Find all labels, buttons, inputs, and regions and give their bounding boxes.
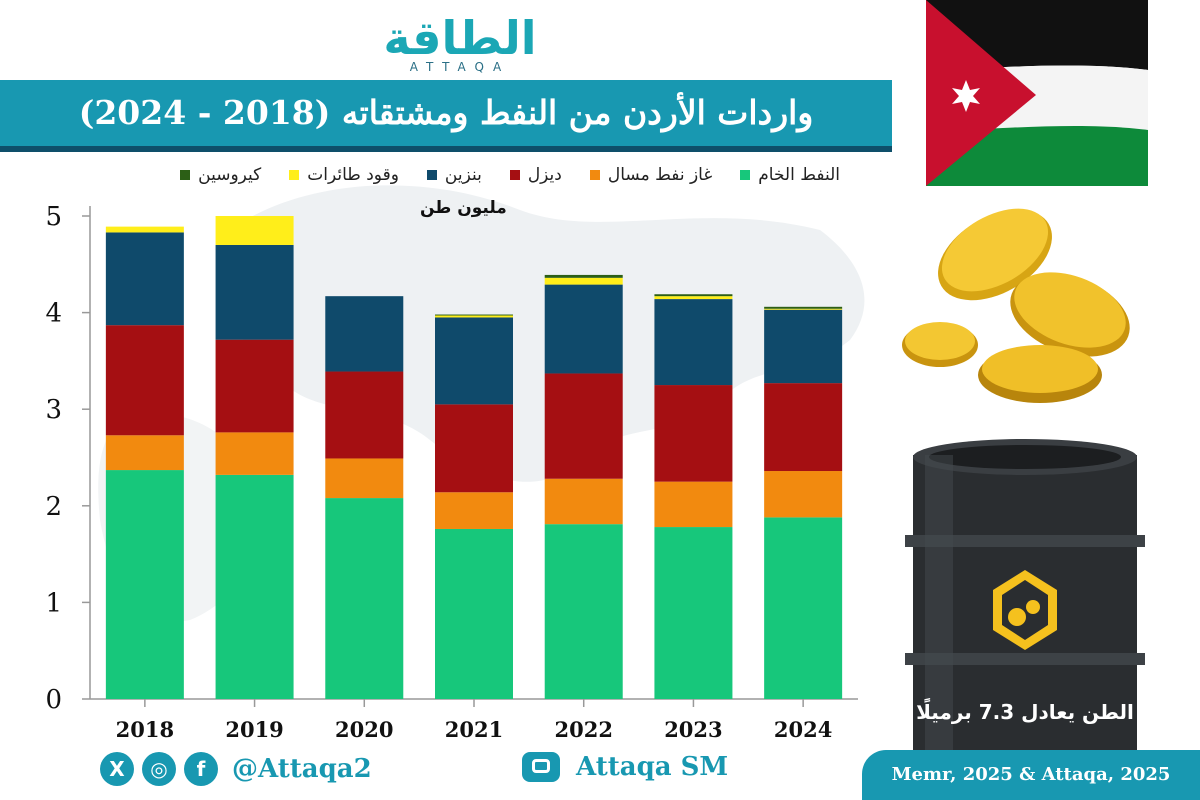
bar-segment xyxy=(764,383,843,472)
y-tick-label: 0 xyxy=(45,685,62,715)
bar-segment xyxy=(105,325,184,436)
bar-segment xyxy=(654,294,733,297)
bar-segment xyxy=(105,226,184,233)
legend-item: ديزل xyxy=(509,165,562,185)
bar-segment xyxy=(215,339,294,433)
bar-segment xyxy=(215,432,294,475)
bar-segment xyxy=(435,314,513,316)
logo-english-text: ATTAQA xyxy=(409,60,511,74)
bar-segment xyxy=(544,277,623,285)
title-bar: واردات الأردن من النفط ومشتقاته (2018 - … xyxy=(0,80,892,152)
oil-barrel-image xyxy=(905,439,1145,755)
bar-segment xyxy=(764,517,843,699)
bar-segment xyxy=(325,296,404,372)
bar-segment xyxy=(544,478,623,525)
youtube-icon[interactable] xyxy=(522,752,560,782)
legend-swatch xyxy=(289,170,300,180)
legend-item: كيروسين xyxy=(180,165,261,185)
bar-segment xyxy=(544,284,623,374)
bar-segment xyxy=(544,373,623,479)
stacked-bar-chart: 0 1 2 3 4 5 2018 2019 2020 2021 2022 2023 2024 xyxy=(45,202,858,742)
legend-label: وقود طائرات xyxy=(307,165,399,185)
legend-label: ديزل xyxy=(527,165,562,185)
logo-arabic-text: الطاقة xyxy=(383,11,537,65)
jordan-flag-image xyxy=(926,0,1148,186)
chart-legend: النفط الخام غاز نفط مسال ديزل بنزين وقود طائ… xyxy=(180,160,840,190)
social-links: X ◎ f @Attaqa2 xyxy=(100,752,372,786)
bar-segment xyxy=(654,296,733,300)
facebook-icon[interactable]: f xyxy=(184,752,218,786)
bar-segment xyxy=(215,474,294,699)
legend-swatch xyxy=(180,170,191,180)
bar-segment xyxy=(435,492,513,529)
bar-segment xyxy=(105,232,184,326)
x-icon[interactable]: X xyxy=(100,752,134,786)
x-tick-label: 2019 xyxy=(225,717,283,742)
legend-swatch xyxy=(426,170,437,180)
bar-segment xyxy=(325,458,404,499)
bar-segment xyxy=(105,470,184,699)
bar-segment xyxy=(764,306,843,309)
bar-segment xyxy=(544,524,623,699)
legend-item: غاز نفط مسال xyxy=(589,165,713,185)
y-tick-label: 5 xyxy=(45,202,62,232)
bar-segment xyxy=(654,385,733,482)
bar-segment xyxy=(435,528,513,699)
instagram-icon[interactable]: ◎ xyxy=(142,752,176,786)
legend-item: بنزين xyxy=(426,165,482,185)
bar-segment xyxy=(325,371,404,459)
x-tick-label: 2023 xyxy=(664,717,722,742)
x-tick-label: 2018 xyxy=(116,717,174,742)
bar-segment xyxy=(325,498,404,699)
legend-item: وقود طائرات xyxy=(289,165,399,185)
legend-label: غاز نفط مسال xyxy=(607,165,713,185)
bar-segment xyxy=(215,216,294,245)
y-tick-label: 4 xyxy=(45,299,62,329)
attaqa-logo: الطاقة ATTAQA xyxy=(330,10,590,78)
legend-label: بنزين xyxy=(444,165,482,185)
y-tick-label: 1 xyxy=(45,588,62,618)
legend-item: النفط الخام xyxy=(740,165,840,185)
y-axis-unit-label: مليون طن xyxy=(420,198,507,218)
source-text: Memr, 2025 & Attaqa, 2025 xyxy=(891,764,1171,785)
legend-label: النفط الخام xyxy=(758,165,840,185)
bar-segment xyxy=(215,244,294,340)
channel-link: Attaqa SM xyxy=(522,752,728,782)
bar-segment xyxy=(544,274,623,278)
x-tick-label: 2022 xyxy=(554,717,612,742)
bar-segment xyxy=(435,404,513,493)
bar-segment xyxy=(654,481,733,528)
bar-segment xyxy=(654,299,733,386)
legend-swatch xyxy=(589,170,600,180)
x-tick-label: 2021 xyxy=(445,717,503,742)
social-handle[interactable]: @Attaqa2 xyxy=(232,754,372,784)
y-tick-label: 2 xyxy=(45,492,62,522)
x-tick-label: 2020 xyxy=(335,717,393,742)
gold-coins-image xyxy=(902,208,1130,403)
channel-name[interactable]: Attaqa SM xyxy=(576,752,729,782)
bar-segment xyxy=(435,317,513,405)
barrel-conversion-note: الطن يعادل 7.3 برميلًا xyxy=(916,700,1134,724)
bar-segment xyxy=(764,309,843,384)
bar-segment xyxy=(764,308,843,310)
y-tick-label: 3 xyxy=(45,395,62,425)
chart-title: واردات الأردن من النفط ومشتقاته (2018 - … xyxy=(78,93,814,132)
bar-segment xyxy=(105,435,184,471)
source-box: Memr, 2025 & Attaqa, 2025 xyxy=(862,750,1200,800)
legend-label: كيروسين xyxy=(198,165,262,185)
bar-segment xyxy=(435,315,513,318)
bar-segment xyxy=(764,471,843,518)
legend-swatch xyxy=(740,170,751,180)
x-tick-label: 2024 xyxy=(774,717,832,742)
legend-swatch xyxy=(509,170,520,180)
bar-segment xyxy=(654,527,733,699)
